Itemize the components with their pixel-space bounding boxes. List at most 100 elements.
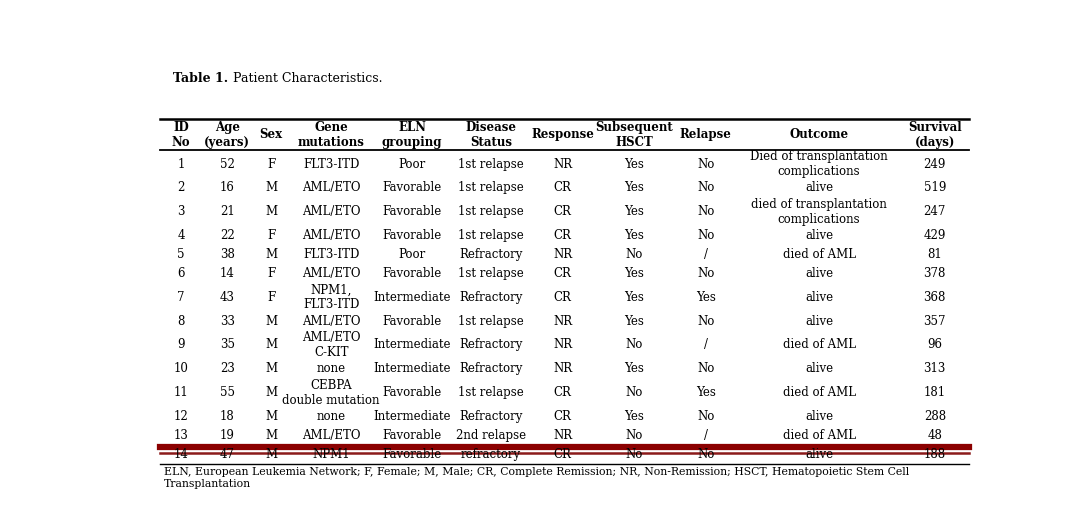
Text: 10: 10	[174, 362, 188, 375]
Text: M: M	[265, 386, 278, 399]
Text: died of AML: died of AML	[783, 386, 855, 399]
Text: none: none	[316, 410, 346, 423]
Text: 21: 21	[220, 205, 234, 218]
Text: 1: 1	[177, 158, 185, 170]
Text: M: M	[265, 448, 278, 461]
Text: 47: 47	[219, 448, 234, 461]
Text: 12: 12	[174, 410, 188, 423]
Text: /: /	[704, 248, 707, 261]
Text: CR: CR	[554, 229, 571, 242]
Text: Sex: Sex	[259, 128, 283, 141]
Text: 9: 9	[177, 338, 185, 351]
Text: 23: 23	[219, 362, 234, 375]
Text: M: M	[265, 338, 278, 351]
Text: Refractory: Refractory	[459, 338, 523, 351]
Text: 81: 81	[928, 248, 942, 261]
Text: Yes: Yes	[624, 158, 644, 170]
Text: 18: 18	[220, 410, 234, 423]
Text: NPM1,
FLT3-ITD: NPM1, FLT3-ITD	[303, 283, 360, 312]
Text: Poor: Poor	[399, 248, 426, 261]
Text: 14: 14	[174, 448, 188, 461]
Text: 313: 313	[923, 362, 946, 375]
Text: FLT3-ITD: FLT3-ITD	[303, 248, 360, 261]
Text: 5: 5	[177, 248, 185, 261]
Text: 14: 14	[219, 267, 234, 280]
Text: 13: 13	[174, 429, 188, 442]
Text: No: No	[698, 448, 715, 461]
Text: 1st relapse: 1st relapse	[458, 315, 524, 328]
Text: 22: 22	[220, 229, 234, 242]
Text: Poor: Poor	[399, 158, 426, 170]
Text: ELN, European Leukemia Network; F, Female; M, Male; CR, Complete Remission; NR, : ELN, European Leukemia Network; F, Femal…	[164, 467, 909, 489]
Text: No: No	[698, 229, 715, 242]
Text: Favorable: Favorable	[382, 386, 442, 399]
Text: No: No	[698, 158, 715, 170]
Text: Yes: Yes	[624, 410, 644, 423]
Text: 55: 55	[219, 386, 234, 399]
Text: Yes: Yes	[624, 205, 644, 218]
Text: Yes: Yes	[624, 181, 644, 194]
Text: died of AML: died of AML	[783, 429, 855, 442]
Text: 1st relapse: 1st relapse	[458, 267, 524, 280]
Text: 378: 378	[923, 267, 946, 280]
Text: Yes: Yes	[624, 229, 644, 242]
Text: 1st relapse: 1st relapse	[458, 181, 524, 194]
Text: F: F	[267, 291, 275, 304]
Text: No: No	[698, 315, 715, 328]
Text: NR: NR	[553, 248, 572, 261]
Text: AML/ETO: AML/ETO	[302, 181, 361, 194]
Text: 7: 7	[177, 291, 185, 304]
Text: CR: CR	[554, 291, 571, 304]
Text: F: F	[267, 267, 275, 280]
Text: alive: alive	[805, 181, 834, 194]
Text: Favorable: Favorable	[382, 315, 442, 328]
Text: Survival
(days): Survival (days)	[908, 121, 961, 148]
Text: M: M	[265, 248, 278, 261]
Text: CR: CR	[554, 205, 571, 218]
Text: No: No	[625, 338, 643, 351]
Text: Favorable: Favorable	[382, 229, 442, 242]
Text: Patient Characteristics.: Patient Characteristics.	[229, 72, 382, 84]
Text: AML/ETO: AML/ETO	[302, 229, 361, 242]
Text: Favorable: Favorable	[382, 181, 442, 194]
Text: CR: CR	[554, 410, 571, 423]
Text: 19: 19	[219, 429, 234, 442]
Text: alive: alive	[805, 410, 834, 423]
Text: Favorable: Favorable	[382, 267, 442, 280]
Text: Age
(years): Age (years)	[204, 121, 251, 148]
Text: FLT3-ITD: FLT3-ITD	[303, 158, 360, 170]
Text: NR: NR	[553, 158, 572, 170]
Text: AML/ETO: AML/ETO	[302, 429, 361, 442]
Text: No: No	[698, 267, 715, 280]
Text: NR: NR	[553, 362, 572, 375]
Text: Intermediate: Intermediate	[374, 338, 451, 351]
Text: 38: 38	[219, 248, 234, 261]
Text: 16: 16	[219, 181, 234, 194]
Text: 96: 96	[928, 338, 943, 351]
Text: Favorable: Favorable	[382, 205, 442, 218]
Text: CR: CR	[554, 267, 571, 280]
Text: ID
No: ID No	[172, 121, 190, 148]
Text: 48: 48	[928, 429, 942, 442]
Text: Refractory: Refractory	[459, 362, 523, 375]
Text: No: No	[625, 448, 643, 461]
Text: No: No	[698, 205, 715, 218]
Text: 33: 33	[219, 315, 234, 328]
Text: 249: 249	[923, 158, 946, 170]
Text: Favorable: Favorable	[382, 448, 442, 461]
Text: Outcome: Outcome	[789, 128, 849, 141]
Text: M: M	[265, 429, 278, 442]
Text: NR: NR	[553, 338, 572, 351]
Text: NR: NR	[553, 429, 572, 442]
Text: NR: NR	[553, 315, 572, 328]
Text: 35: 35	[219, 338, 234, 351]
Text: 43: 43	[219, 291, 234, 304]
Text: Intermediate: Intermediate	[374, 410, 451, 423]
Text: 2nd relapse: 2nd relapse	[456, 429, 526, 442]
Text: AML/ETO: AML/ETO	[302, 267, 361, 280]
Text: M: M	[265, 362, 278, 375]
Text: 519: 519	[923, 181, 946, 194]
Text: M: M	[265, 181, 278, 194]
Text: No: No	[625, 248, 643, 261]
Text: Yes: Yes	[624, 291, 644, 304]
